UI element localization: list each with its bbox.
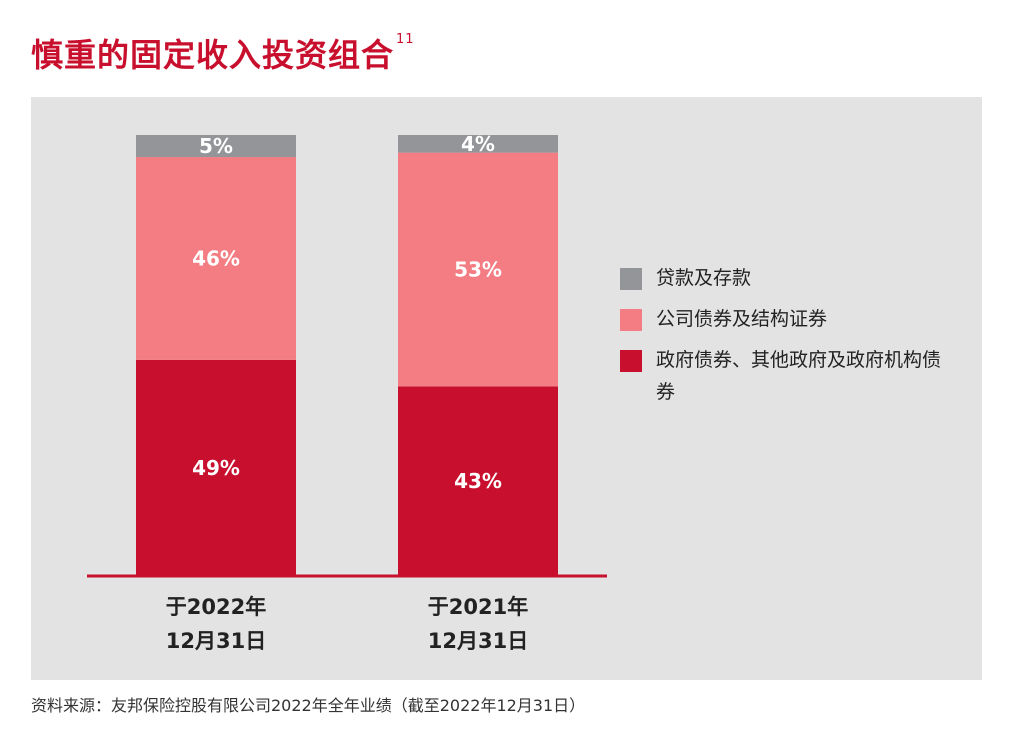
x-tick-label-2022: 于2022年 12月31日 xyxy=(116,590,316,658)
legend-label: 贷款及存款 xyxy=(656,267,752,289)
legend-label: 公司债券及结构证券 xyxy=(656,308,828,330)
legend-swatch xyxy=(620,350,642,372)
bar-segment xyxy=(398,152,558,387)
bar-data-label: 5% xyxy=(199,134,233,158)
bar-segment xyxy=(136,359,296,576)
bar-data-label: 46% xyxy=(192,246,240,270)
bar-data-label: 43% xyxy=(454,469,502,493)
x-tick-label-2021: 于2021年 12月31日 xyxy=(378,590,578,658)
legend-item-loans-deposits: 贷款及存款 xyxy=(620,265,946,294)
legend-swatch xyxy=(620,268,642,290)
bar-segment xyxy=(136,157,296,360)
legend-swatch xyxy=(620,309,642,331)
chart-title: 慎重的固定收入投资组合 11 xyxy=(31,30,415,76)
chart-legend: 贷款及存款 公司债券及结构证券 政府债券、其他政府及政府机构债券 xyxy=(620,265,946,420)
legend-label: 政府债券、其他政府及政府机构债券 xyxy=(656,349,942,403)
bar-segment xyxy=(136,135,296,158)
source-note: 资料来源：友邦保险控股有限公司2022年全年业绩（截至2022年12月31日） xyxy=(31,696,586,715)
legend-item-government-bonds: 政府债券、其他政府及政府机构债券 xyxy=(620,347,946,408)
x-tick-label-line: 于2021年 xyxy=(427,595,529,619)
x-tick-label-line: 于2022年 xyxy=(165,595,267,619)
bar-data-label: 49% xyxy=(192,456,240,480)
x-tick-label-line: 12月31日 xyxy=(165,629,267,653)
bar-segment xyxy=(398,386,558,576)
bar-data-label: 53% xyxy=(454,258,502,282)
chart-title-text: 慎重的固定收入投资组合 xyxy=(31,36,395,74)
bar-segment xyxy=(398,135,558,153)
bar-data-label: 4% xyxy=(461,132,495,156)
title-footnote: 11 xyxy=(396,32,415,47)
legend-item-corporate-bonds: 公司债券及结构证券 xyxy=(620,306,946,335)
x-tick-label-line: 12月31日 xyxy=(427,629,529,653)
